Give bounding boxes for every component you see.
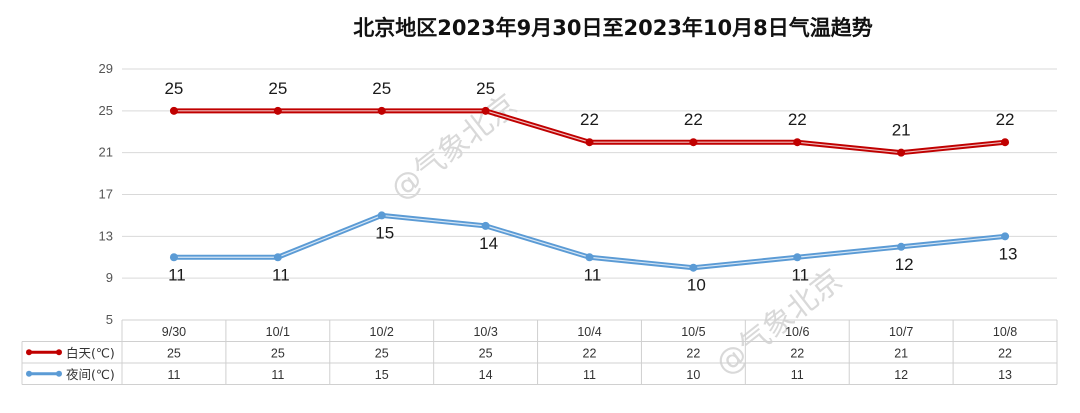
data-label: 12 (895, 255, 914, 274)
data-point (585, 253, 594, 262)
table-cell: 25 (375, 346, 389, 360)
y-tick-label: 29 (99, 61, 113, 76)
table-cell: 25 (271, 346, 285, 360)
x-tick-label: 10/7 (889, 325, 913, 339)
legend-key-marker (56, 349, 62, 356)
table-cell: 11 (271, 368, 284, 382)
table-cell: 12 (894, 368, 908, 382)
watermark-layer: @气象北京 @气象北京 (384, 88, 849, 383)
data-label: 25 (372, 79, 391, 98)
table-cell: 11 (167, 368, 180, 382)
data-point (273, 253, 282, 262)
data-point (377, 211, 386, 220)
data-point (689, 138, 698, 147)
table-cell: 25 (479, 346, 493, 360)
data-point (1001, 232, 1010, 241)
data-table: 9/30 10/1 10/2 10/3 10/4 10/5 10/6 10/7 10/8 白天(℃… (21, 319, 1058, 385)
y-tick-label: 5 (106, 312, 113, 327)
table-cell: 14 (479, 368, 493, 382)
y-tick-label: 9 (106, 270, 113, 285)
data-label: 21 (892, 121, 911, 140)
y-tick-label: 17 (99, 187, 113, 202)
data-label: 15 (375, 223, 394, 242)
legend-key-marker (56, 370, 62, 377)
table-cell: 22 (583, 346, 597, 360)
data-label: 13 (999, 244, 1018, 263)
table-cell: 13 (998, 368, 1012, 382)
data-point (1001, 138, 1010, 147)
data-label: 22 (580, 110, 599, 129)
x-tick-label: 10/6 (785, 325, 809, 339)
data-point (481, 221, 490, 230)
x-tick-label: 10/1 (266, 325, 290, 339)
data-point (585, 138, 594, 147)
watermark-text: @气象北京 (709, 263, 849, 383)
data-label: 14 (479, 234, 498, 253)
grid-lines: 5 9 13 17 21 25 29 (99, 61, 1057, 327)
data-labels: 25 25 25 25 22 22 22 21 22 11 11 15 14 11 10 11 12 13 (164, 79, 1017, 295)
data-label: 11 (272, 265, 290, 284)
data-label: 10 (687, 276, 706, 295)
data-label: 25 (476, 79, 495, 98)
x-tick-label: 10/4 (577, 325, 601, 339)
data-label: 11 (791, 265, 809, 284)
legend-key-marker (26, 370, 32, 377)
watermark-text: @气象北京 (384, 88, 524, 208)
data-label: 25 (268, 79, 287, 98)
x-tick-label: 10/5 (681, 325, 705, 339)
table-cell: 10 (686, 368, 700, 382)
data-label: 11 (584, 265, 602, 284)
legend-label: 夜间(℃) (66, 367, 115, 382)
y-tick-label: 25 (99, 103, 113, 118)
data-point (897, 148, 906, 157)
table-cell: 15 (375, 368, 389, 382)
x-tick-label: 10/3 (473, 325, 497, 339)
data-label: 22 (996, 110, 1015, 129)
table-cell: 22 (790, 346, 804, 360)
table-cell: 25 (167, 346, 181, 360)
table-cell: 22 (686, 346, 700, 360)
data-point (169, 106, 178, 115)
series-layer (169, 106, 1010, 272)
data-point (169, 253, 178, 262)
y-tick-label: 21 (99, 145, 113, 160)
x-tick-label: 10/2 (370, 325, 394, 339)
data-point (793, 138, 802, 147)
data-label: 22 (684, 110, 703, 129)
table-cell: 22 (998, 346, 1012, 360)
data-point (273, 106, 282, 115)
legend-label: 白天(℃) (66, 345, 115, 360)
data-label: 11 (168, 265, 186, 284)
chart-title: 北京地区2023年9月30日至2023年10月8日气温趋势 (353, 16, 873, 40)
x-tick-label: 10/8 (993, 325, 1017, 339)
table-cell: 21 (894, 346, 908, 360)
data-point (793, 253, 802, 262)
data-label: 22 (788, 110, 807, 129)
legend-key-marker (26, 349, 32, 356)
x-tick-label: 9/30 (162, 325, 186, 339)
table-cell: 11 (791, 368, 804, 382)
data-point (481, 106, 490, 115)
y-tick-label: 13 (99, 228, 113, 243)
table-cell: 11 (583, 368, 596, 382)
data-label: 25 (164, 79, 183, 98)
data-point (377, 106, 386, 115)
data-point (689, 263, 698, 272)
data-point (897, 242, 906, 251)
